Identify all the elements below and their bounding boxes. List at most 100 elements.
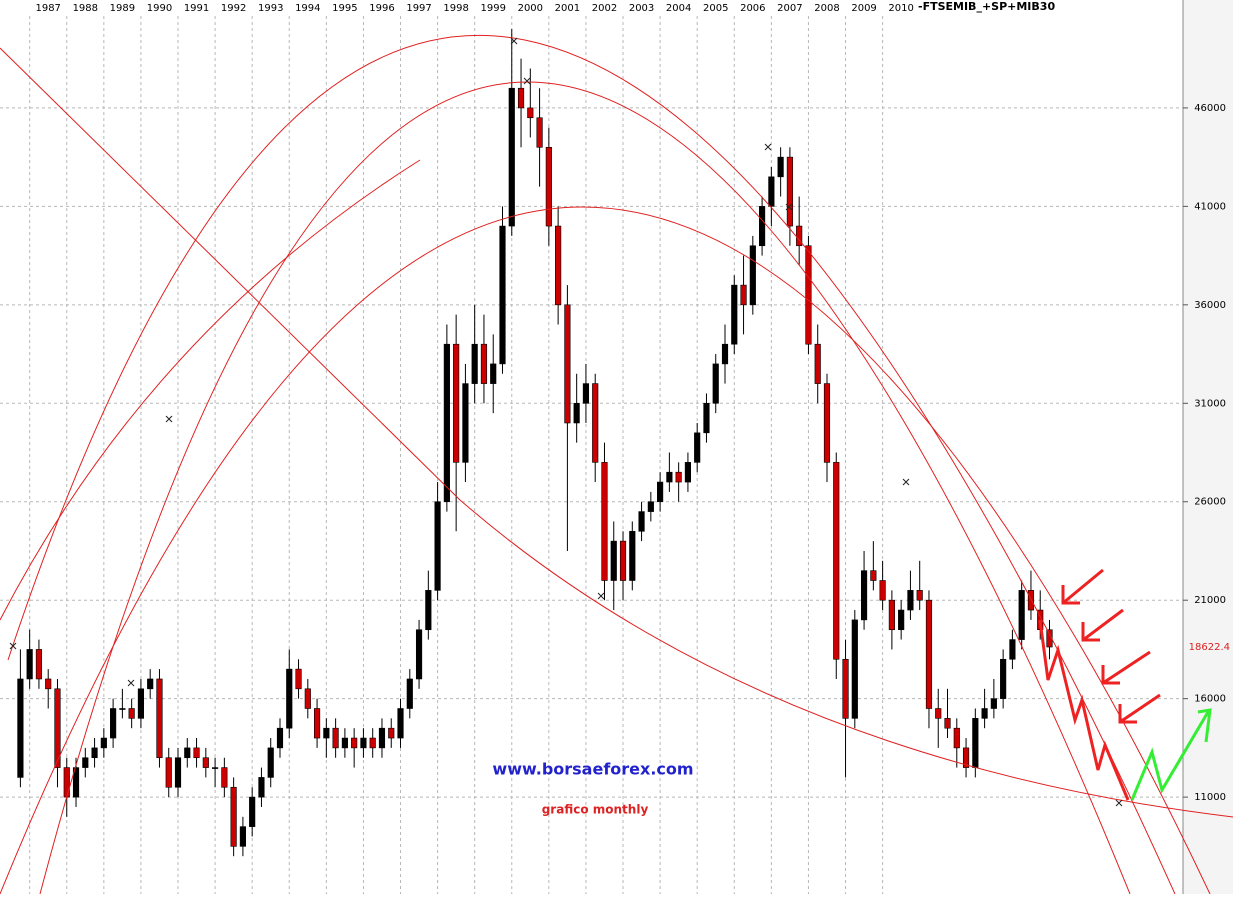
- candle-body: [323, 727, 330, 739]
- trend-line: [0, 47, 1233, 818]
- candle-body: [768, 176, 775, 207]
- candle-body: [193, 747, 200, 759]
- candle-body: [564, 304, 571, 424]
- candle-body: [712, 363, 719, 404]
- price-axis: [1183, 0, 1233, 894]
- candle-body: [128, 708, 135, 719]
- candle-body: [184, 747, 191, 759]
- candle-body: [137, 688, 145, 719]
- watermark: www.borsaeforex.com: [492, 760, 693, 779]
- candle-body: [888, 599, 895, 631]
- candle-body: [675, 471, 682, 483]
- gann-overlay: [0, 35, 1233, 895]
- x-tick-label: 1999: [480, 3, 505, 14]
- y-tick-label: 36000: [1194, 300, 1226, 311]
- x-tick-label: 1992: [221, 3, 246, 14]
- candle-body: [610, 540, 617, 581]
- x-tick-label: 1988: [73, 3, 98, 14]
- candle-body: [45, 678, 52, 690]
- x-tick-label: 2000: [518, 3, 543, 14]
- arc: [0, 159, 421, 621]
- x-tick-label: 2009: [851, 3, 876, 14]
- y-tick-label: 46000: [1194, 103, 1226, 114]
- candle-body: [212, 767, 219, 769]
- candle-body: [406, 678, 413, 709]
- candle-body: [777, 156, 784, 178]
- candles: [17, 29, 1053, 857]
- forecast-up: [1130, 711, 1210, 801]
- x-tick-label: 1991: [184, 3, 209, 14]
- candle-body: [1027, 590, 1035, 611]
- candle-body: [304, 688, 311, 709]
- candle-body: [842, 658, 849, 719]
- caption: grafico monthly: [542, 803, 649, 817]
- candle-body: [582, 383, 590, 404]
- candle-body: [759, 206, 766, 247]
- candle-body: [230, 786, 237, 847]
- candle-body: [156, 678, 163, 759]
- candle-body: [249, 796, 256, 827]
- candle-body: [972, 718, 979, 768]
- y-tick-label: 31000: [1194, 398, 1226, 409]
- candle-body: [434, 501, 441, 591]
- candle-body: [1009, 639, 1016, 660]
- candle-body: [944, 718, 951, 729]
- title-box: [912, 0, 1032, 14]
- pivot-marks: [9, 37, 1123, 807]
- x-tick-label: 2002: [592, 3, 617, 14]
- candle-body: [907, 590, 914, 611]
- x-tick-label: 1995: [332, 3, 357, 14]
- candle-body: [341, 737, 348, 749]
- arc: [7, 35, 1176, 895]
- candle-body: [953, 727, 960, 749]
- candle-body: [26, 649, 33, 680]
- x-tick-label: 1993: [258, 3, 283, 14]
- candle-body: [619, 540, 627, 581]
- candle-body: [453, 343, 460, 463]
- x-tick-label: 2001: [555, 3, 580, 14]
- x-tick-label: 2007: [777, 3, 802, 14]
- x-tick-label: 2010: [888, 3, 913, 14]
- x-tick-label: 2008: [814, 3, 839, 14]
- candle-body: [82, 757, 89, 768]
- candle-body: [592, 383, 599, 463]
- candle-body: [91, 747, 98, 759]
- candle-body: [443, 343, 450, 503]
- candle-body: [629, 530, 636, 581]
- x-tick-label: 2005: [703, 3, 728, 14]
- candle-body: [369, 737, 376, 749]
- candle-body: [221, 767, 228, 788]
- candle-body: [721, 343, 729, 365]
- last-value-label: 18622.4: [1189, 642, 1230, 653]
- candle-body: [851, 619, 858, 719]
- candle-body: [898, 609, 905, 631]
- candle-body: [536, 117, 543, 148]
- candle-body: [647, 501, 654, 512]
- candle-body: [657, 481, 664, 503]
- candle-body: [1018, 590, 1025, 640]
- arc: [0, 206, 1211, 895]
- candle-body: [638, 511, 645, 532]
- x-tick-label: 1998: [443, 3, 468, 14]
- candle-body: [555, 225, 562, 306]
- candle-body: [703, 402, 710, 434]
- candle-body: [17, 678, 24, 778]
- candle-body: [415, 629, 423, 680]
- candle-body: [295, 668, 302, 690]
- candle-body: [332, 727, 339, 749]
- candle-body: [666, 471, 673, 483]
- x-tick-label: 1989: [110, 3, 135, 14]
- y-tick-label: 16000: [1194, 694, 1226, 705]
- candle-body: [517, 87, 525, 109]
- candle-body: [684, 462, 692, 483]
- candle-body: [860, 570, 868, 621]
- candle-body: [119, 708, 126, 710]
- x-tick-label: 1996: [369, 3, 394, 14]
- candle-body: [35, 649, 43, 680]
- candle-body: [100, 737, 107, 749]
- candle-body: [870, 570, 877, 581]
- y-tick-label: 41000: [1194, 201, 1226, 212]
- candle-body: [749, 245, 756, 306]
- candle-body: [462, 383, 469, 463]
- forecast-down: [1038, 619, 1130, 801]
